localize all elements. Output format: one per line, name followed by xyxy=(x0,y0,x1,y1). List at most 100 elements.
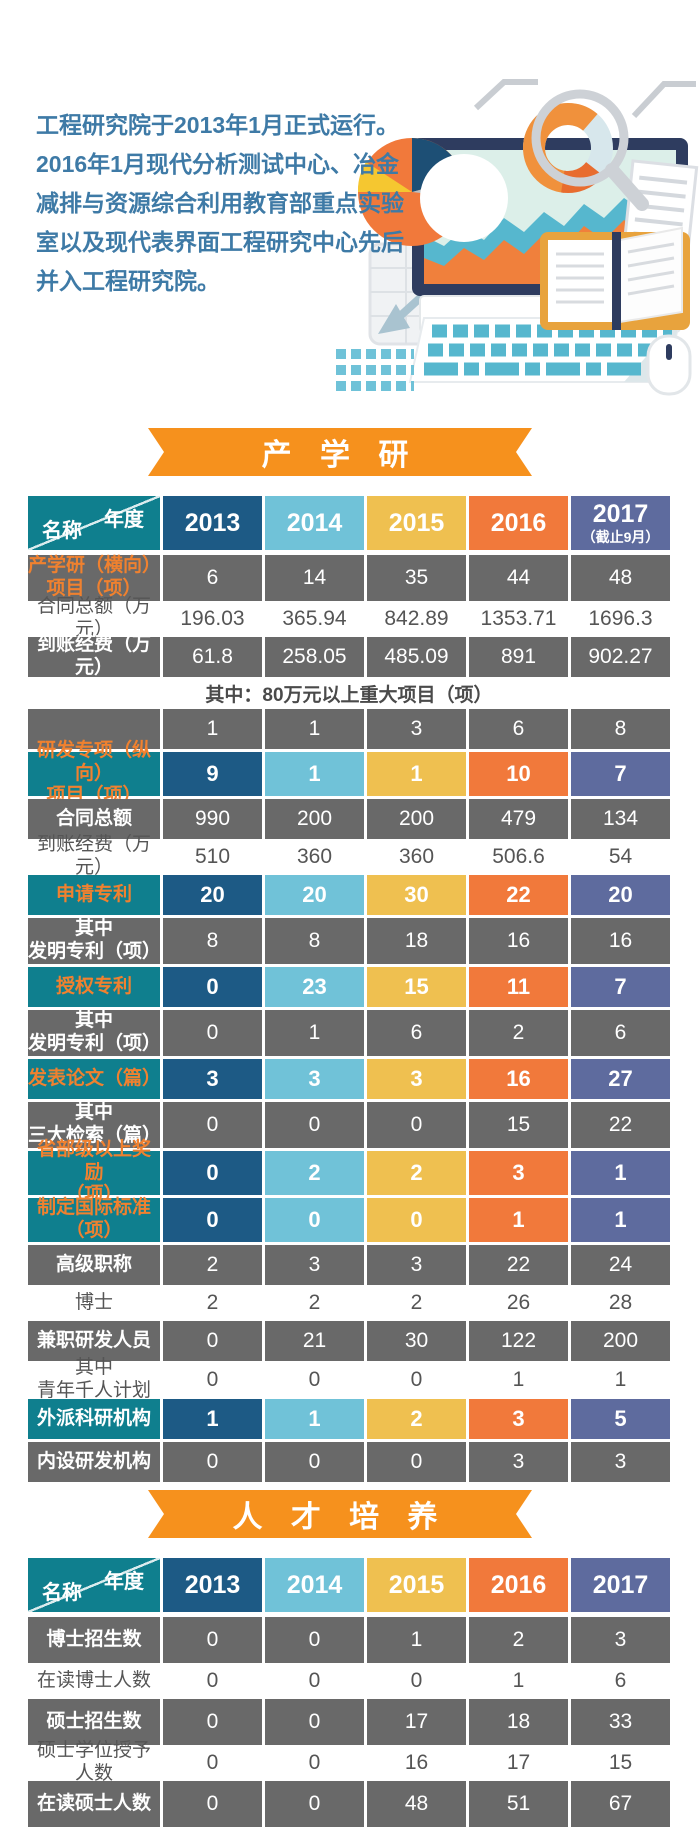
value-cell: 0 xyxy=(265,1781,364,1827)
value-cell: 30 xyxy=(367,875,466,915)
row-label-line: 研发专项（纵向） xyxy=(36,739,151,784)
value-cell: 35 xyxy=(367,555,466,601)
value-cell: 67 xyxy=(571,1781,670,1827)
value-cell: 61.8 xyxy=(163,637,262,677)
table-row: 申请专利 20 20 30 22 20 xyxy=(28,875,670,915)
row-label: 合同总额（万元） xyxy=(28,596,160,640)
antenna-lines-icon xyxy=(473,79,696,119)
table-row: 在读硕士人数 0 0 48 51 67 xyxy=(28,1781,670,1827)
row-label-line: 硕士学位授予人数 xyxy=(36,1740,151,1784)
value-cell: 21 xyxy=(265,1321,364,1361)
value-cell: 1 xyxy=(265,752,364,796)
row-label-line: 发表论文（篇） xyxy=(28,1067,162,1089)
industry-table: 年度 名称 2013 2014 2015 2016 2017 （截止9月） 产学研（横向） 项目（… xyxy=(28,496,670,1485)
row-label-line: 产学研（横向） xyxy=(28,555,162,577)
row-label-line: 博士 xyxy=(74,1291,113,1313)
value-cell: 0 xyxy=(163,1781,262,1827)
value-cell: 22 xyxy=(469,1245,568,1285)
value-cell: 11 xyxy=(469,967,568,1007)
row-label-line: 博士招生数 xyxy=(46,1628,142,1650)
year-note-label: （截止9月） xyxy=(581,529,660,546)
row-label-line: 其中 xyxy=(74,1102,113,1124)
value-cell: 24 xyxy=(571,1245,670,1285)
value-cell: 0 xyxy=(163,1102,262,1148)
row-label: 产学研（横向） 项目（项） xyxy=(28,555,162,601)
value-cell: 48 xyxy=(367,1781,466,1827)
year-label: 2014 xyxy=(286,1570,343,1599)
row-label-line: 硕士招生数 xyxy=(46,1710,142,1732)
value-cell: 0 xyxy=(163,1617,262,1663)
row-label-line: 项目（项） xyxy=(46,578,142,599)
value-cell: 479 xyxy=(469,799,568,839)
row-label: 省部级以上奖励 （项） xyxy=(28,1139,160,1205)
value-cell: 0 xyxy=(367,1666,466,1696)
value-cell: 5 xyxy=(571,1399,670,1439)
table-row: 制定国际标准 （项） 0 0 0 1 1 xyxy=(28,1197,670,1242)
row-label: 高级职称 xyxy=(28,1245,160,1285)
value-cell: 842.89 xyxy=(367,604,466,634)
row-label-line: 内设研发机构 xyxy=(36,1450,151,1472)
value-cell: 2 xyxy=(367,1399,466,1439)
row-label-line: 外派科研机构 xyxy=(36,1407,151,1429)
value-cell: 3 xyxy=(469,1442,568,1482)
row-label: 研发专项（纵向） 项目（项） xyxy=(28,740,160,806)
value-cell: 6 xyxy=(571,1010,670,1056)
row-label-line: 到账经费（万元） xyxy=(36,634,151,678)
value-cell: 15 xyxy=(571,1748,670,1778)
row-label: 其中 发明专利（项） xyxy=(28,918,161,964)
value-cell: 2 xyxy=(367,1151,466,1195)
value-cell: 3 xyxy=(367,709,466,749)
table-header-row: 年度 名称 2013 2014 2015 2016 2017 xyxy=(28,1558,670,1612)
value-cell: 510 xyxy=(163,842,262,872)
year-header-cell: 2016 xyxy=(469,1558,568,1612)
calculator-keys-icon xyxy=(336,349,414,391)
header-corner-cell: 年度 名称 xyxy=(28,1558,160,1612)
table-row: 内设研发机构 0 0 0 3 3 xyxy=(28,1442,670,1482)
table-row: 在读博士人数 0 0 0 1 6 xyxy=(28,1666,670,1696)
intro-line: 室以及现代表界面工程研究中心先后 xyxy=(36,229,404,255)
research-illustration xyxy=(336,79,699,396)
banner-title: 产 学 研 xyxy=(261,439,419,472)
value-cell: 18 xyxy=(469,1699,568,1745)
value-cell: 16 xyxy=(367,1748,466,1778)
value-cell: 1 xyxy=(469,1198,568,1242)
value-cell: 22 xyxy=(469,875,568,915)
value-cell: 6 xyxy=(469,709,568,749)
year-label: 2015 xyxy=(388,508,445,537)
value-cell: 0 xyxy=(367,1102,466,1148)
value-cell: 990 xyxy=(163,799,262,839)
value-cell: 1 xyxy=(469,1364,568,1396)
value-cell: 33 xyxy=(571,1699,670,1745)
value-cell: 28 xyxy=(571,1288,670,1318)
value-cell: 200 xyxy=(265,799,364,839)
table-row: 授权专利 0 23 15 11 7 xyxy=(28,967,670,1007)
row-label: 兼职研发人员 xyxy=(28,1321,160,1361)
corner-name-label: 名称 xyxy=(42,1582,82,1604)
value-cell: 0 xyxy=(265,1442,364,1482)
value-cell: 1 xyxy=(469,1666,568,1696)
row-label-line: 其中 xyxy=(74,918,113,940)
table-row: 合同总额（万元） 196.03 365.94 842.89 1353.71 1696.3 xyxy=(28,596,670,640)
value-cell: 0 xyxy=(163,1010,262,1056)
row-label-line: 兼职研发人员 xyxy=(36,1329,151,1351)
value-cell: 15 xyxy=(367,967,466,1007)
value-cell: 1 xyxy=(571,1364,670,1396)
value-cell: 14 xyxy=(265,555,364,601)
row-label-line: 在读博士人数 xyxy=(36,1669,151,1691)
year-header-cell: 2015 xyxy=(367,496,466,550)
year-header-cell: 2013 xyxy=(163,496,262,550)
row-label: 到账经费（万元） xyxy=(28,634,160,678)
value-cell: 18 xyxy=(367,918,466,964)
intro-line: 工程研究院于2013年1月正式运行。 xyxy=(36,112,399,138)
table-row: 外派科研机构 1 1 2 3 5 xyxy=(28,1399,670,1439)
year-label: 2016 xyxy=(490,1570,547,1599)
row-label xyxy=(28,709,160,749)
value-cell: 10 xyxy=(469,752,568,796)
row-label-line: 授权专利 xyxy=(55,975,132,997)
value-cell: 3 xyxy=(571,1442,670,1482)
value-cell: 1 xyxy=(367,752,466,796)
value-cell: 891 xyxy=(469,637,568,677)
value-cell: 0 xyxy=(163,1442,262,1482)
industry-section-banner: 产 学 研 xyxy=(148,428,532,476)
